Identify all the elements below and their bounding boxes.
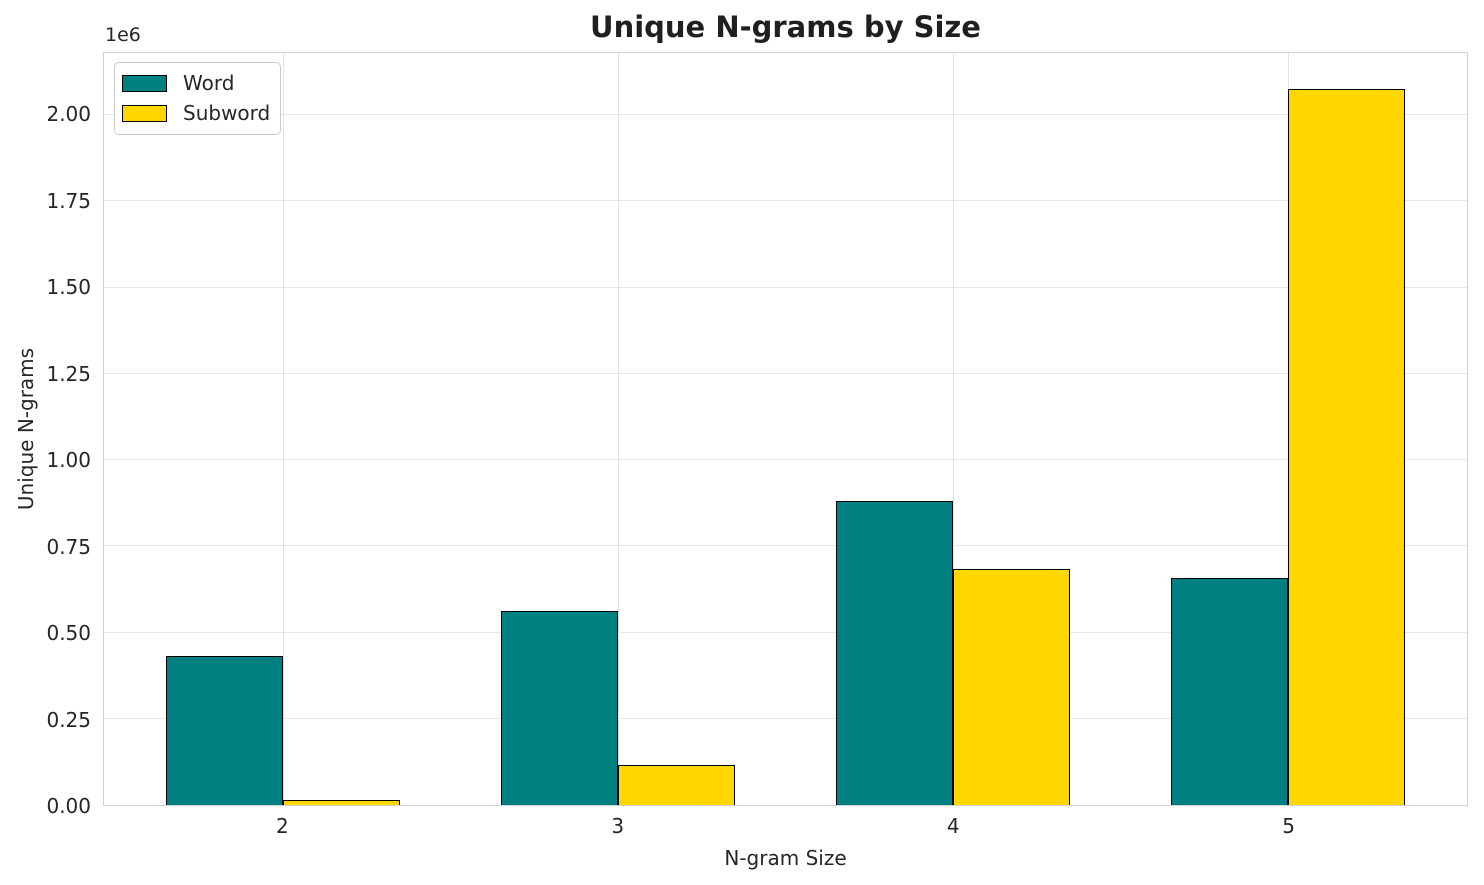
gridline-h-1.25 [104, 372, 1467, 374]
bar-subword-ngram-4 [952, 569, 1071, 805]
legend-item-subword: Subword [122, 102, 272, 125]
gridline-h-1.00 [104, 459, 1467, 461]
y-tick-label-0.75: 0.75 [46, 534, 91, 559]
bar-word-ngram-3 [500, 611, 619, 805]
y-tick-label-1.00: 1.00 [46, 448, 91, 473]
bar-subword-ngram-3 [618, 764, 736, 805]
legend-label-subword: Subword [183, 101, 271, 125]
bar-word-ngram-2 [165, 656, 284, 805]
legend: Word Subword [114, 62, 282, 135]
gridline-h-0.50 [104, 631, 1467, 633]
bar-subword-ngram-5 [1287, 88, 1406, 805]
bar-word-ngram-4 [835, 501, 953, 805]
x-tick-label-5: 5 [1282, 814, 1295, 838]
gridline-h-0.25 [104, 717, 1467, 719]
x-tick-label-3: 3 [611, 814, 625, 838]
y-tick-label-1.75: 1.75 [46, 188, 91, 213]
gridline-h-2.00 [104, 114, 1467, 116]
gridline-h-1.75 [104, 200, 1467, 202]
gridline-v-3 [618, 53, 620, 805]
plot-area: Word Subword [103, 52, 1468, 806]
y-tick-label-1.50: 1.50 [46, 275, 91, 300]
gridline-v-4 [952, 53, 954, 805]
y-tick-label-1.25: 1.25 [46, 361, 91, 386]
y-axis-offset-label: 1e6 [105, 24, 141, 46]
gridline-v-2 [283, 53, 285, 805]
y-tick-label-0.25: 0.25 [46, 707, 91, 732]
legend-label-word: Word [183, 71, 235, 95]
gridline-h-0.75 [104, 545, 1467, 547]
legend-swatch-subword [122, 105, 167, 122]
legend-swatch-word [122, 75, 167, 92]
y-tick-label-0.50: 0.50 [46, 621, 91, 646]
y-tick-label-2.00: 2.00 [46, 102, 91, 127]
x-tick-label-2: 2 [276, 814, 289, 838]
bar-subword-ngram-2 [283, 799, 401, 805]
chart-title: Unique N-grams by Size [590, 10, 981, 44]
legend-item-word: Word [122, 72, 272, 95]
x-tick-label-4: 4 [946, 814, 960, 838]
y-tick-label-0.00: 0.00 [46, 794, 91, 818]
gridline-h-1.50 [104, 286, 1467, 288]
x-axis-label: N-gram Size [724, 846, 847, 870]
bar-word-ngram-5 [1170, 578, 1288, 805]
